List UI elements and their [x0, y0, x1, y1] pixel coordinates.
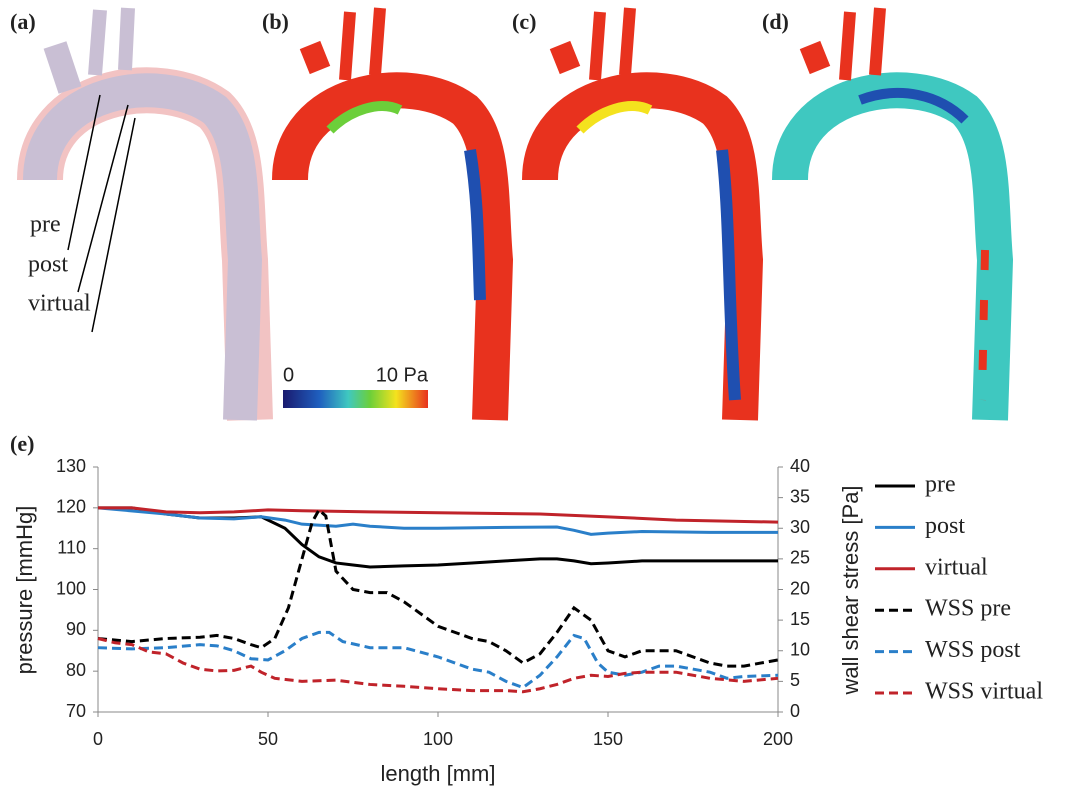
y2-tick-label: 15: [790, 609, 810, 629]
annotation: virtual: [28, 291, 91, 317]
y-tick-label: 100: [56, 578, 86, 598]
legend-label: post: [925, 513, 965, 539]
x-tick-label: 150: [593, 729, 623, 749]
annotation: pre: [30, 212, 61, 238]
y-tick-label: 80: [66, 660, 86, 680]
x-tick-label: 200: [763, 729, 793, 749]
wss-map-d: [772, 7, 1014, 421]
y2-tick-label: 20: [790, 578, 810, 598]
panel-label: (e): [10, 431, 34, 456]
y2-tick-label: 35: [790, 486, 810, 506]
colorbar-max: 10 Pa: [376, 364, 429, 386]
series-line: [98, 506, 779, 524]
legend-label: pre: [925, 472, 956, 498]
panel-label: (c): [512, 9, 536, 34]
y-tick-label: 130: [56, 456, 86, 476]
y2-tick-label: 5: [790, 670, 800, 690]
series-line: [97, 637, 779, 694]
y2-tick-label: 40: [790, 456, 810, 476]
y2-tick-label: 25: [790, 548, 810, 568]
y2-tick-label: 0: [790, 701, 800, 721]
x-tick-label: 0: [93, 729, 103, 749]
panel-label: (a): [10, 9, 36, 34]
y-tick-label: 70: [66, 701, 86, 721]
wss-map-b: [272, 7, 514, 421]
y2-tick-label: 30: [790, 517, 810, 537]
series-line: [97, 506, 778, 536]
y-tick-label: 110: [57, 537, 86, 557]
series-line: [97, 507, 779, 668]
y2-axis-label: wall shear stress [Pa]: [838, 485, 863, 695]
legend-label: virtual: [925, 554, 988, 580]
annotation: post: [28, 252, 68, 278]
x-tick-label: 50: [258, 729, 278, 749]
y2-tick-label: 10: [790, 640, 810, 660]
y-tick-label: 90: [66, 619, 86, 639]
wss-map-c: [522, 7, 764, 421]
y-axis-label: pressure [mmHg]: [12, 506, 37, 675]
panel-label: (b): [262, 9, 289, 34]
legend-label: WSS virtual: [925, 679, 1043, 705]
colorbar: [283, 390, 428, 408]
panel-label: (d): [762, 9, 789, 34]
x-axis-label: length [mm]: [381, 761, 496, 786]
aorta-model-a: [17, 7, 273, 421]
x-tick-label: 100: [423, 729, 453, 749]
y-tick-label: 120: [56, 497, 86, 517]
colorbar-min: 0: [283, 364, 294, 386]
series-line: [97, 630, 779, 690]
legend-label: WSS pre: [925, 596, 1011, 622]
legend-label: WSS post: [925, 637, 1021, 663]
